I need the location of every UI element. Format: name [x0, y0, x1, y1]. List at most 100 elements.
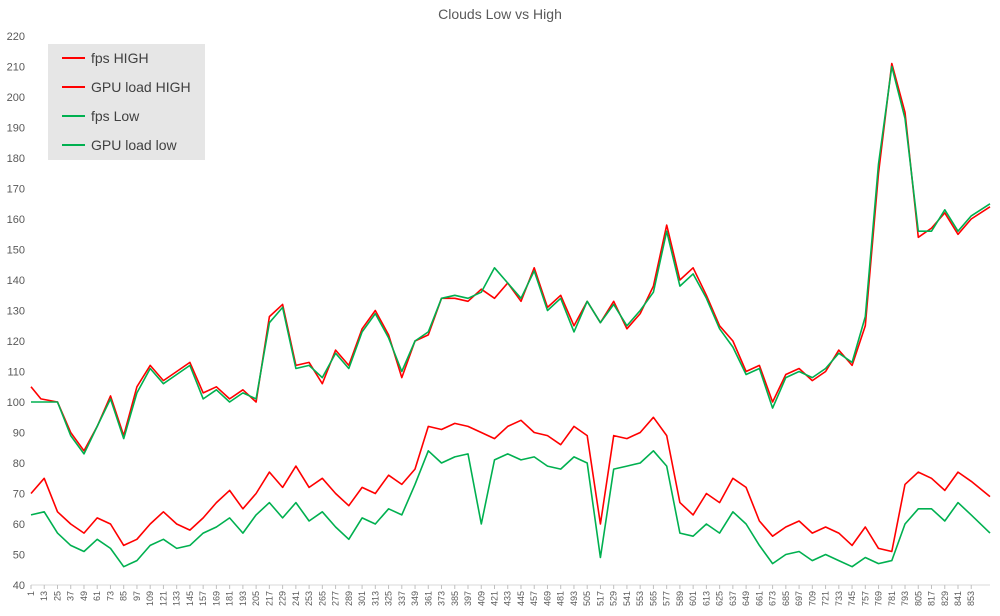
x-tick-label: 109 — [145, 591, 155, 606]
x-tick-label: 853 — [966, 591, 976, 606]
x-tick-label: 709 — [807, 591, 817, 606]
x-tick-label: 637 — [728, 591, 738, 606]
y-tick-label: 190 — [7, 123, 25, 135]
x-tick-label: 685 — [781, 591, 791, 606]
x-tick-label: 697 — [794, 591, 804, 606]
legend-label: GPU load low — [91, 137, 177, 153]
x-tick-label: 49 — [79, 591, 89, 601]
x-tick-label: 661 — [754, 591, 764, 606]
x-tick-label: 37 — [66, 591, 76, 601]
x-tick-label: 841 — [953, 591, 963, 606]
x-tick-label: 757 — [860, 591, 870, 606]
x-tick-label: 469 — [542, 591, 552, 606]
series-line-3 — [30, 449, 991, 568]
x-tick-label: 781 — [887, 591, 897, 606]
chart-title: Clouds Low vs High — [438, 6, 562, 22]
x-tick-label: 169 — [211, 591, 221, 606]
y-tick-label: 160 — [7, 214, 25, 226]
x-tick-label: 133 — [172, 591, 182, 606]
x-tick-label: 649 — [741, 591, 751, 606]
axes: 40 50 60 70 80 90 100 110 120 130 140 150 160 170 180 1… — [7, 31, 990, 606]
x-tick-label: 601 — [688, 591, 698, 606]
x-tick-label: 397 — [463, 591, 473, 606]
x-tick-label: 481 — [556, 591, 566, 606]
x-tick-label: 205 — [251, 591, 261, 606]
x-tick-label: 229 — [278, 591, 288, 606]
y-tick-label: 50 — [13, 550, 25, 562]
y-tick-label: 100 — [7, 397, 25, 409]
legend-label: fps HIGH — [91, 50, 149, 66]
series-line-2 — [31, 65, 991, 455]
x-tick-label: 589 — [675, 591, 685, 606]
x-tick-label: 289 — [344, 591, 354, 606]
series-line-1 — [30, 416, 991, 553]
y-tick-label: 140 — [7, 275, 25, 287]
x-tick-label: 361 — [423, 591, 433, 606]
x-tick-label: 349 — [410, 591, 420, 606]
x-tick-label: 493 — [569, 591, 579, 606]
legend: fps HIGH GPU load HIGH fps Low GPU load low — [48, 44, 205, 160]
x-tick-label: 181 — [225, 591, 235, 606]
x-tick-label: 577 — [662, 591, 672, 606]
x-tick-label: 421 — [489, 591, 499, 606]
y-tick-label: 130 — [7, 306, 25, 318]
y-tick-label: 210 — [7, 62, 25, 74]
x-tick-label: 745 — [847, 591, 857, 606]
x-tick-label: 541 — [622, 591, 632, 606]
x-tick-label: 97 — [132, 591, 142, 601]
series-layer — [30, 62, 991, 568]
x-tick-label: 457 — [529, 591, 539, 606]
x-tick-label: 253 — [304, 591, 314, 606]
x-tick-label: 265 — [317, 591, 327, 606]
x-tick-label: 337 — [397, 591, 407, 606]
x-tick-label: 565 — [648, 591, 658, 606]
y-tick-label: 60 — [13, 519, 25, 531]
x-tick-label: 73 — [105, 591, 115, 601]
x-tick-label: 433 — [503, 591, 513, 606]
x-tick-label: 241 — [291, 591, 301, 606]
y-tick-label: 90 — [13, 428, 25, 440]
y-tick-label: 150 — [7, 245, 25, 257]
x-tick-label: 817 — [927, 591, 937, 606]
y-tick-label: 220 — [7, 31, 25, 43]
legend-label: GPU load HIGH — [91, 79, 191, 95]
x-tick-label: 553 — [635, 591, 645, 606]
x-tick-label: 145 — [185, 591, 195, 606]
x-tick-label: 733 — [834, 591, 844, 606]
x-tick-label: 721 — [821, 591, 831, 606]
legend-label: fps Low — [91, 108, 140, 124]
x-tick-label: 217 — [264, 591, 274, 606]
x-tick-label: 61 — [92, 591, 102, 601]
x-tick-label: 673 — [768, 591, 778, 606]
y-tick-label: 170 — [7, 184, 25, 196]
x-tick-label: 529 — [609, 591, 619, 606]
x-tick-label: 409 — [476, 591, 486, 606]
x-tick-label: 85 — [119, 591, 129, 601]
x-tick-label: 277 — [331, 591, 341, 606]
x-tick-label: 1 — [26, 591, 36, 596]
x-tick-label: 301 — [357, 591, 367, 606]
x-tick-label: 829 — [940, 591, 950, 606]
x-tick-label: 121 — [158, 591, 168, 606]
x-tick-label: 805 — [913, 591, 923, 606]
x-tick-label: 625 — [715, 591, 725, 606]
y-tick-label: 70 — [13, 489, 25, 501]
legend-box — [48, 44, 205, 160]
y-tick-label: 110 — [7, 367, 25, 379]
x-tick-label: 517 — [595, 591, 605, 606]
y-tick-label: 200 — [7, 92, 25, 104]
x-tick-label: 157 — [198, 591, 208, 606]
x-tick-label: 313 — [370, 591, 380, 606]
x-tick-label: 193 — [238, 591, 248, 606]
x-tick-label: 373 — [437, 591, 447, 606]
y-tick-label: 80 — [13, 458, 25, 470]
y-tick-label: 120 — [7, 336, 25, 348]
x-tick-label: 445 — [516, 591, 526, 606]
x-tick-label: 13 — [39, 591, 49, 601]
x-tick-label: 793 — [900, 591, 910, 606]
y-tick-label: 40 — [13, 580, 25, 592]
x-tick-label: 505 — [582, 591, 592, 606]
x-tick-label: 25 — [52, 591, 62, 601]
